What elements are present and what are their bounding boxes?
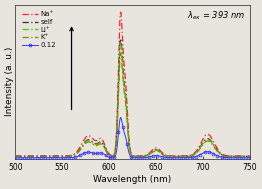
Y-axis label: Intensity (a. u.): Intensity (a. u.) [5,47,14,116]
Legend: Na⁺, self, Li⁺, K⁺, 0.12: Na⁺, self, Li⁺, K⁺, 0.12 [21,10,58,50]
Text: $\lambda_{ex}$ = 393 nm: $\lambda_{ex}$ = 393 nm [187,9,245,22]
X-axis label: Wavelength (nm): Wavelength (nm) [94,175,172,184]
